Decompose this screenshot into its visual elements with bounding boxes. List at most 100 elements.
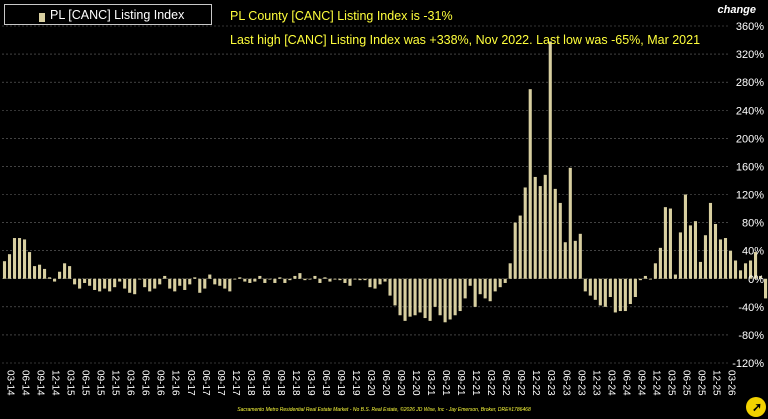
bar xyxy=(478,278,482,295)
bar xyxy=(388,278,392,296)
bar xyxy=(713,223,718,279)
bar xyxy=(718,239,723,279)
bar xyxy=(513,222,517,279)
bar-series xyxy=(2,41,768,323)
bar xyxy=(548,41,552,279)
bar xyxy=(583,278,587,292)
bar xyxy=(213,278,217,285)
bar xyxy=(443,278,447,323)
x-tick-label: 06-21 xyxy=(440,370,451,396)
y-tick-label: 120% xyxy=(736,190,764,202)
bar xyxy=(708,202,713,279)
bar xyxy=(338,278,342,281)
bar xyxy=(328,278,332,282)
x-tick-label: 03-16 xyxy=(125,370,136,396)
x-tick-label: 06-22 xyxy=(500,370,511,396)
bar xyxy=(528,89,532,279)
bar xyxy=(43,268,47,279)
bar xyxy=(468,278,472,286)
bar xyxy=(728,250,733,279)
y-tick-label: 0% xyxy=(748,274,764,286)
bar xyxy=(508,263,512,279)
bar xyxy=(98,278,102,292)
y-tick-label: 80% xyxy=(742,218,764,230)
bar xyxy=(608,278,612,298)
x-tick-label: 03-22 xyxy=(485,370,496,396)
bar xyxy=(538,186,542,279)
bar xyxy=(398,278,402,316)
bar xyxy=(493,278,497,292)
bar xyxy=(603,278,607,307)
bar xyxy=(138,278,142,280)
x-tick-label: 09-23 xyxy=(575,370,586,396)
x-tick-label: 03-19 xyxy=(305,370,316,396)
x-tick-label: 09-18 xyxy=(275,370,286,396)
bar xyxy=(293,275,297,279)
bar xyxy=(133,278,137,295)
bar xyxy=(688,225,693,279)
bar xyxy=(203,278,207,289)
bar xyxy=(22,239,27,279)
bar xyxy=(32,266,37,279)
bar xyxy=(368,278,372,288)
bar xyxy=(618,278,622,312)
y-tick-label: 200% xyxy=(736,133,764,145)
bar xyxy=(378,278,382,285)
y-tick-label: 40% xyxy=(742,246,764,258)
x-tick-label: 12-24 xyxy=(650,370,661,396)
bar xyxy=(758,275,763,279)
bar xyxy=(298,273,302,279)
x-tick-label: 09-25 xyxy=(695,370,706,396)
bar xyxy=(543,174,547,279)
headline-high-low: Last high [CANC] Listing Index was +338%… xyxy=(230,33,701,47)
bar xyxy=(703,235,708,279)
bar xyxy=(73,278,77,285)
bar xyxy=(12,238,17,279)
bar xyxy=(233,278,237,280)
x-tick-label: 06-25 xyxy=(680,370,691,396)
bar xyxy=(648,278,652,280)
x-tick-label: 06-15 xyxy=(80,370,91,396)
bar xyxy=(58,271,62,279)
change-label: change xyxy=(717,4,756,16)
x-tick-label: 09-19 xyxy=(335,370,346,396)
brand-logo-icon: ➚ xyxy=(746,397,766,417)
bar xyxy=(163,275,167,279)
bar xyxy=(748,260,753,279)
x-tick-label: 12-22 xyxy=(530,370,541,396)
bar xyxy=(523,187,527,279)
bar xyxy=(593,278,597,300)
bar xyxy=(173,278,177,292)
grid-lines xyxy=(2,25,728,364)
bar xyxy=(343,278,347,283)
headline-current: PL County [CANC] Listing Index is -31% xyxy=(230,9,453,23)
bar xyxy=(518,215,522,279)
x-tick-label: 09-24 xyxy=(635,370,646,396)
bar xyxy=(2,261,7,279)
bar xyxy=(48,277,52,279)
bar xyxy=(403,278,407,321)
bar xyxy=(198,278,202,293)
bar xyxy=(558,202,562,279)
bar xyxy=(108,278,112,292)
bar xyxy=(148,278,152,292)
bar xyxy=(268,278,272,280)
bar xyxy=(693,221,698,279)
x-tick-label: 09-22 xyxy=(515,370,526,396)
bar xyxy=(673,274,677,279)
bar xyxy=(123,278,127,289)
x-tick-label: 09-21 xyxy=(455,370,466,396)
x-tick-label: 09-15 xyxy=(95,370,106,396)
bar xyxy=(323,277,327,279)
bar xyxy=(208,274,212,279)
x-tick-label: 09-14 xyxy=(35,370,46,396)
bar xyxy=(553,188,557,279)
bar xyxy=(418,278,422,313)
y-tick-label: -40% xyxy=(738,302,764,314)
bar xyxy=(188,278,192,285)
x-tick-label: 12-21 xyxy=(470,370,481,396)
bar xyxy=(563,242,567,279)
bar xyxy=(7,254,12,279)
bar xyxy=(488,278,492,302)
x-tick-label: 06-24 xyxy=(620,370,631,396)
